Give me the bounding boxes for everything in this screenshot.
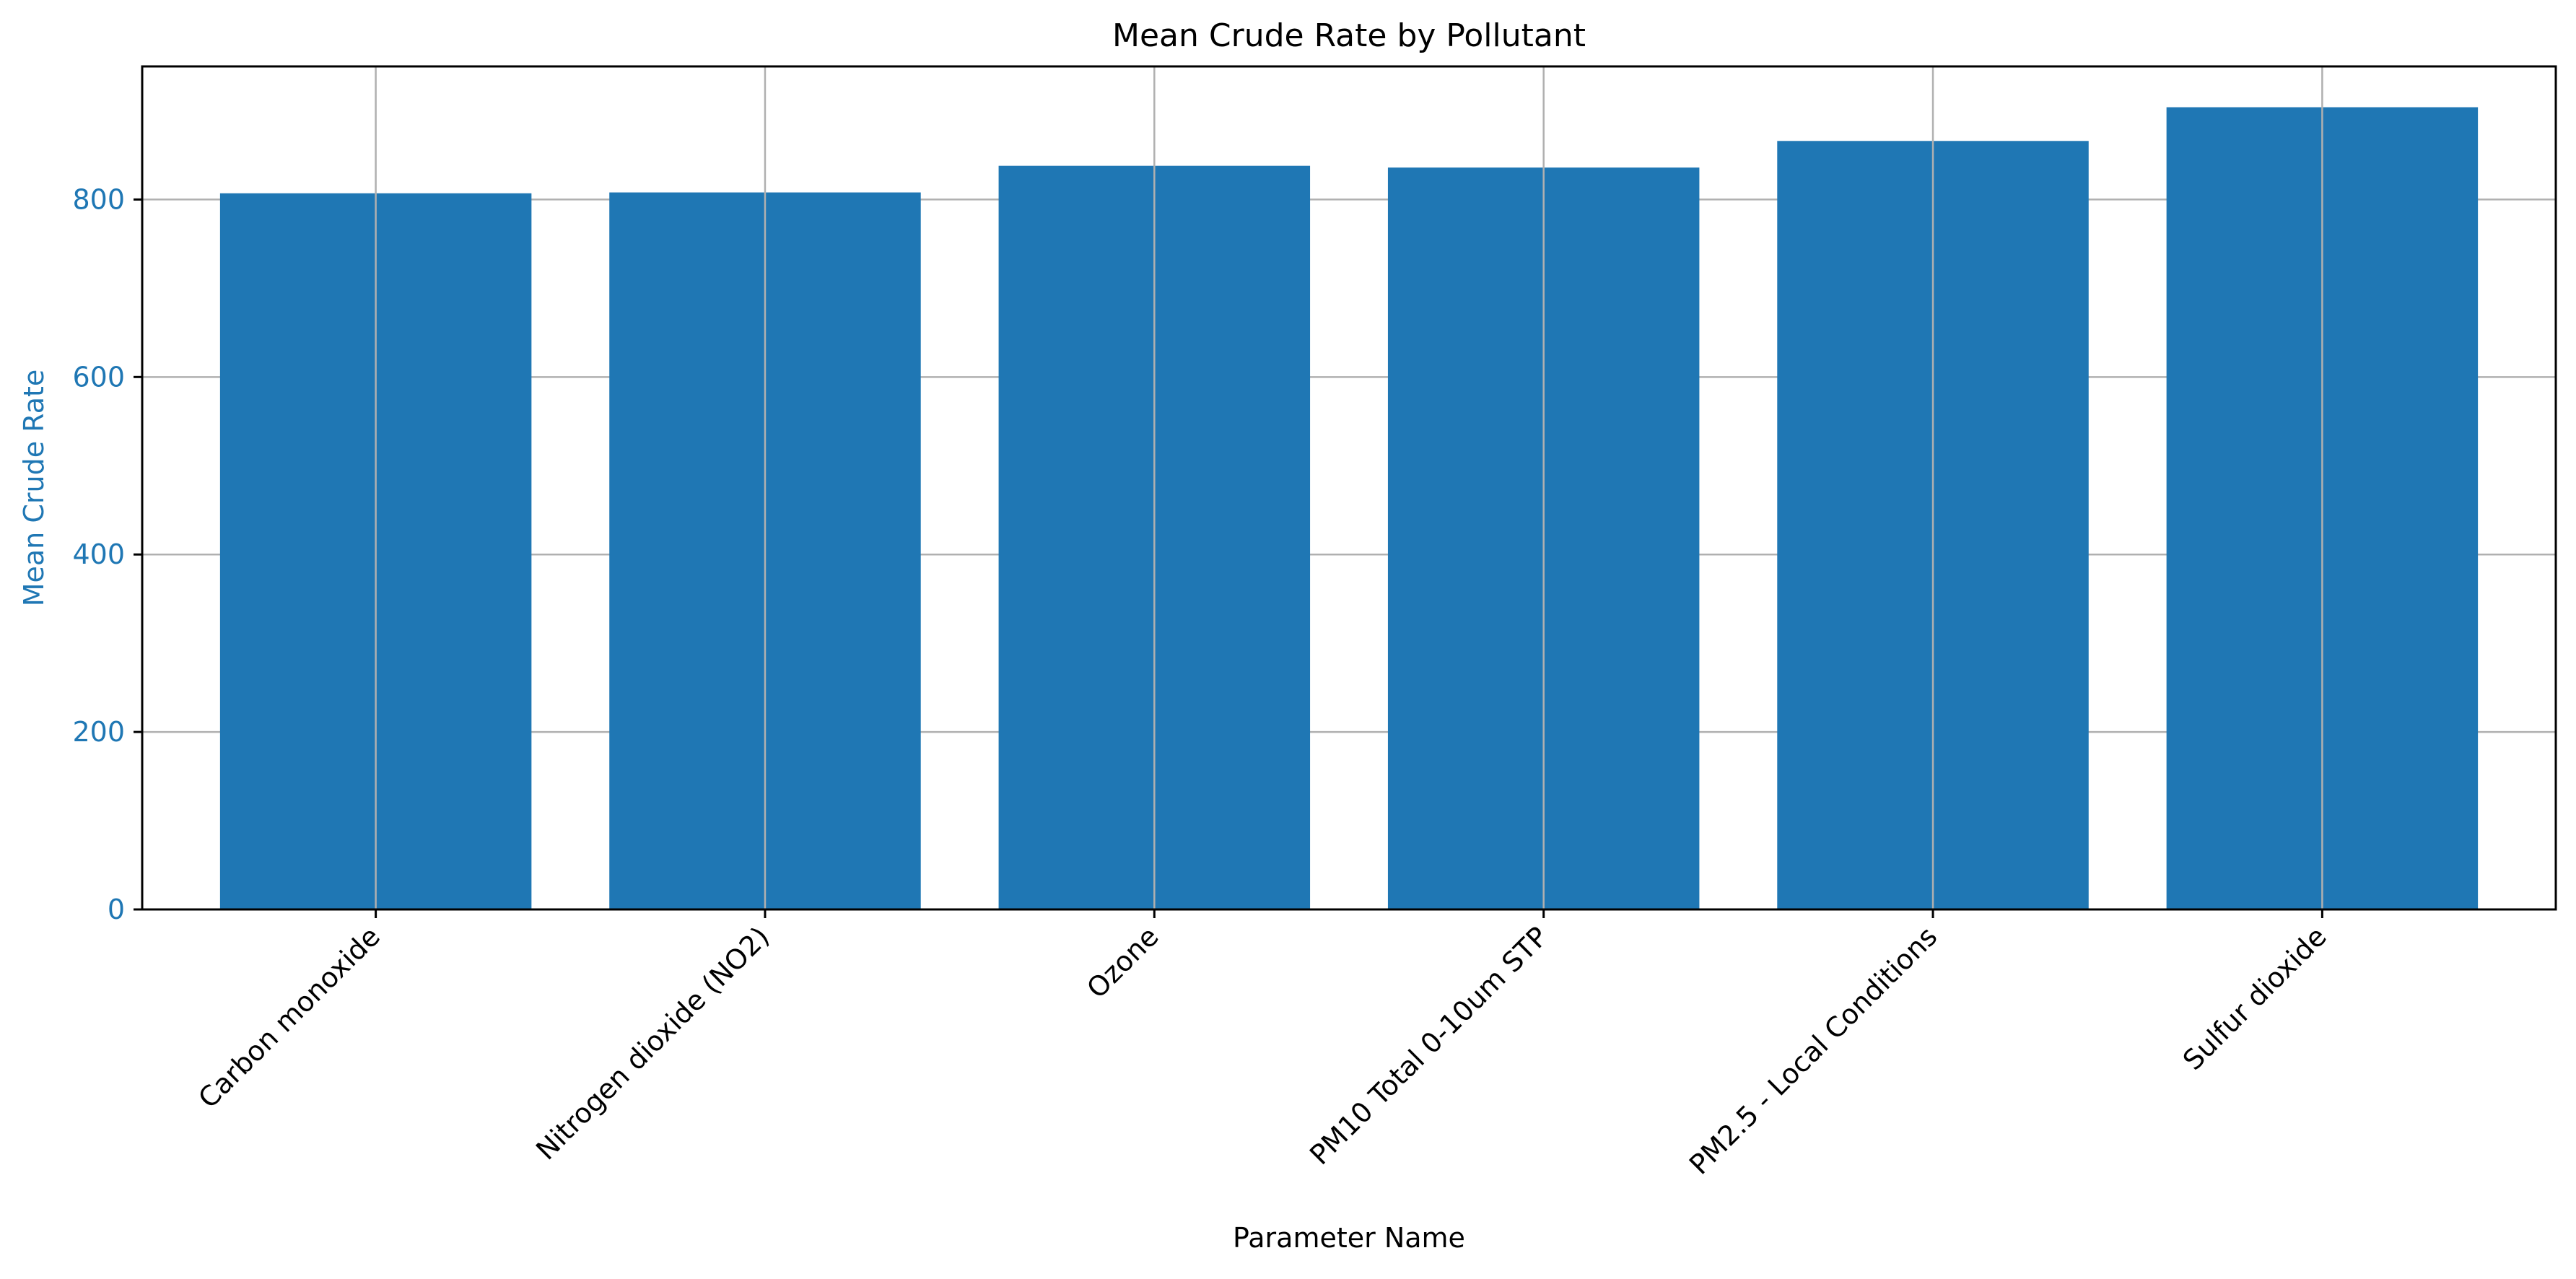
y-tick-label: 600 <box>72 361 125 393</box>
y-tick-label: 0 <box>108 894 125 925</box>
y-axis-label: Mean Crude Rate <box>18 370 50 607</box>
plot-frame <box>141 65 2557 911</box>
vertical-grid-lines <box>375 66 2323 909</box>
chart-title: Mean Crude Rate by Pollutant <box>1112 17 1586 54</box>
x-axis-label: Parameter Name <box>1233 1222 1465 1254</box>
y-tick-label: 200 <box>72 716 125 748</box>
y-tick-label: 800 <box>72 183 125 215</box>
y-tick-label: 400 <box>72 538 125 570</box>
